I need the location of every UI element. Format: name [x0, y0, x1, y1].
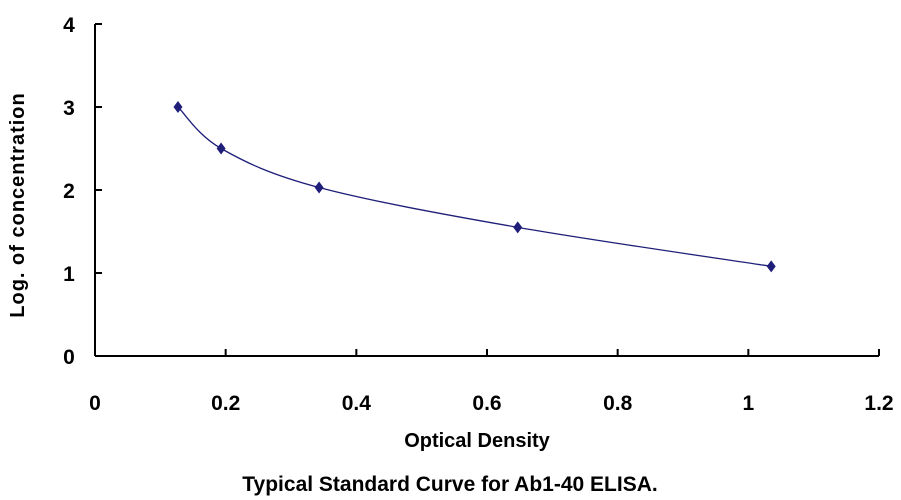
fit-curve: [177, 106, 772, 268]
y-axis-title: Log. of concentration: [7, 92, 29, 317]
x-tick-label: 1: [742, 392, 754, 415]
y-tick-label: 3: [63, 97, 75, 120]
data-point-diamond: [173, 101, 183, 113]
x-tick-label: 0.6: [472, 392, 501, 415]
y-tick-label: 4: [63, 14, 75, 37]
data-point-diamond: [314, 181, 324, 194]
x-tick-label: 0.2: [211, 392, 240, 415]
ticks: 0 0.2 0.4 0.6 0.8 1 1.2 0 1 2 3 4: [63, 14, 893, 415]
x-tick-label: 0.4: [342, 392, 372, 415]
axes: [94, 24, 879, 357]
y-tick-label: 0: [63, 346, 75, 369]
y-tick-label: 1: [63, 263, 75, 286]
y-tick-label: 2: [63, 180, 75, 203]
data-point-diamond: [766, 260, 776, 273]
data-point-diamond: [216, 142, 226, 155]
x-tick-label: 0: [89, 392, 101, 415]
x-axis-title: Optical Density: [404, 430, 550, 452]
data-point-diamond: [513, 221, 523, 234]
chart-caption: Typical Standard Curve for Ab1-40 ELISA.: [242, 473, 657, 496]
fit-curve-layer: [177, 106, 772, 268]
x-tick-label: 0.8: [603, 392, 633, 415]
data-points: [173, 101, 776, 273]
x-tick-label: 1.2: [864, 392, 893, 415]
